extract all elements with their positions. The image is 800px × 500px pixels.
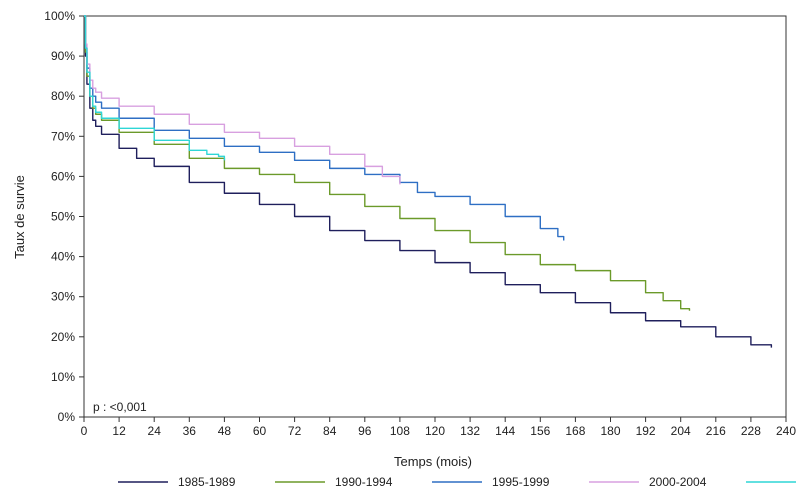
legend-label: 1995-1999 — [492, 475, 550, 489]
p-value-annotation: p : <0,001 — [93, 400, 147, 414]
series-lines — [84, 15, 773, 348]
series-line-1985-1989 — [84, 15, 773, 348]
x-tick-label: 84 — [323, 424, 337, 438]
y-tick-label: 70% — [51, 129, 75, 143]
series-line-2005-2009 — [84, 15, 226, 161]
x-tick-label: 228 — [741, 424, 761, 438]
x-tick-label: 120 — [425, 424, 445, 438]
legend-label: 1985-1989 — [178, 475, 236, 489]
x-tick-label: 192 — [636, 424, 656, 438]
y-tick-label: 30% — [51, 290, 75, 304]
x-tick-label: 240 — [776, 424, 796, 438]
x-tick-label: 204 — [671, 424, 691, 438]
x-tick-label: 108 — [390, 424, 410, 438]
y-tick-label: 40% — [51, 250, 75, 264]
x-tick-label: 180 — [600, 424, 620, 438]
series-line-1995-1999 — [84, 15, 565, 241]
x-axis-title: Temps (mois) — [394, 454, 472, 469]
x-tick-label: 60 — [253, 424, 267, 438]
y-tick-label: 50% — [51, 210, 75, 224]
y-tick-label: 90% — [51, 49, 75, 63]
series-line-1990-1994 — [84, 15, 691, 311]
y-axis-title: Taux de survie — [12, 175, 27, 259]
y-tick-label: 20% — [51, 330, 75, 344]
x-tick-label: 36 — [183, 424, 197, 438]
x-tick-label: 144 — [495, 424, 515, 438]
y-tick-label: 100% — [44, 9, 75, 23]
x-tick-label: 168 — [565, 424, 585, 438]
x-tick-label: 216 — [706, 424, 726, 438]
x-tick-label: 12 — [112, 424, 126, 438]
y-tick-label: 60% — [51, 169, 75, 183]
x-tick-label: 96 — [358, 424, 372, 438]
series-line-2000-2004 — [84, 15, 401, 185]
y-tick-label: 10% — [51, 370, 75, 384]
x-tick-label: 0 — [81, 424, 88, 438]
x-tick-label: 156 — [530, 424, 550, 438]
plot-frame — [83, 15, 787, 418]
y-tick-label: 80% — [51, 89, 75, 103]
legend-label: 1990-1994 — [335, 475, 393, 489]
x-tick-label: 48 — [218, 424, 232, 438]
y-tick-label: 0% — [58, 410, 76, 424]
x-tick-label: 132 — [460, 424, 480, 438]
axes — [83, 15, 787, 418]
legend: 1985-19891990-19941995-19992000-20042005… — [118, 475, 796, 489]
x-tick-label: 24 — [148, 424, 162, 438]
x-tick-label: 72 — [288, 424, 302, 438]
ticks: 0 12 24 36 48 60 72 84 96 108 120 132 144 156 168 180 19… — [44, 9, 796, 438]
legend-label: 2000-2004 — [649, 475, 707, 489]
